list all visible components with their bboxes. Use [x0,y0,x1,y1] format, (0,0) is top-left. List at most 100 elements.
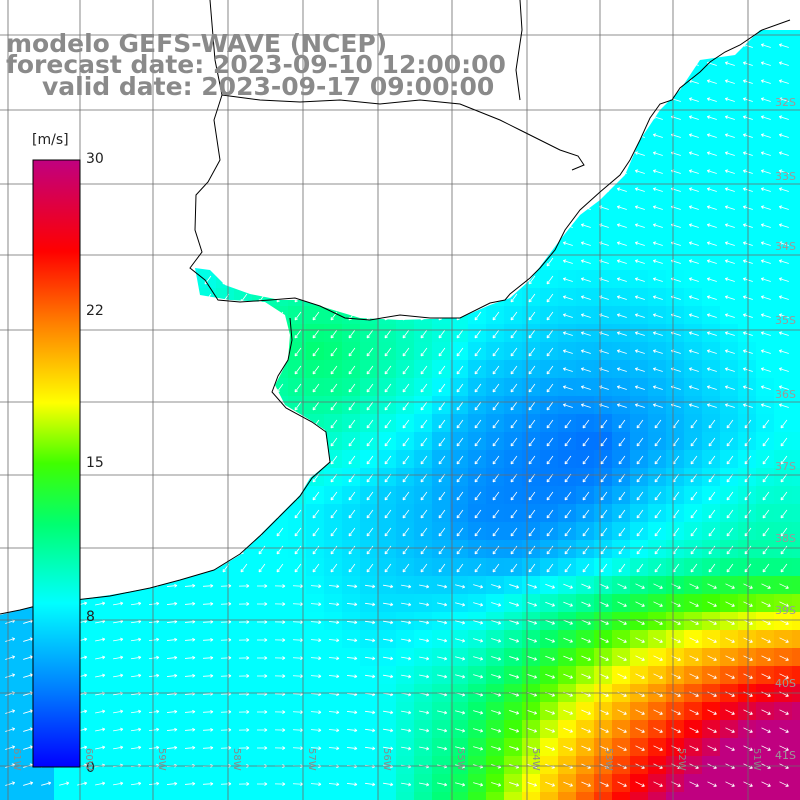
wind-cell [558,342,577,361]
wind-cell [666,252,685,271]
wind-cell [396,342,415,361]
wind-cell [720,360,739,379]
wind-cell [792,342,800,361]
wind-cell [360,324,379,343]
latitude-label: 35S [775,314,796,327]
wind-cell [792,252,800,271]
wind-cell [630,180,649,199]
wind-cell [792,288,800,307]
wind-cell [558,306,577,325]
wind-cell [684,108,703,127]
wind-cell [324,342,343,361]
wind-cell [702,144,721,163]
wind-cell [594,198,613,217]
wind-cell [792,216,800,235]
wind-cell [342,324,361,343]
wind-cell [198,270,217,289]
wind-cell [756,90,775,109]
wind-cell [612,270,631,289]
wind-cell [486,342,505,361]
wind-cell [756,198,775,217]
wind-cell [630,360,649,379]
wind-cell [774,360,793,379]
wind-cell [684,144,703,163]
wind-cell [702,342,721,361]
wind-cell [378,324,397,343]
wind-cell [666,216,685,235]
wind-cell [756,108,775,127]
wind-cell [558,288,577,307]
wind-cell [576,216,595,235]
wind-cell [720,72,739,91]
wind-cell [432,324,451,343]
wind-cell [288,324,307,343]
wind-cell [792,324,800,343]
wind-cell [540,306,559,325]
wind-cell [378,360,397,379]
longitude-label: 53W [603,748,614,771]
wind-cell [558,360,577,379]
wind-cell [774,252,793,271]
wind-cell [774,108,793,127]
wind-cell [630,162,649,181]
wind-cell [792,144,800,163]
wind-cell [738,90,757,109]
wind-cell [666,162,685,181]
wind-cell [648,342,667,361]
wind-cell [486,324,505,343]
wind-cell [468,342,487,361]
wind-cell [648,126,667,145]
wind-cell [774,54,793,73]
wind-cell [774,90,793,109]
wind-cell [612,306,631,325]
wind-cell [792,162,800,181]
latitude-label: 36S [775,388,796,401]
wind-cell [756,36,775,55]
wind-cell [756,162,775,181]
wind-cell [792,36,800,55]
wind-cell [720,216,739,235]
latitude-label: 38S [775,532,796,545]
wind-cell [288,342,307,361]
wind-cell [792,72,800,91]
wind-cell [540,360,559,379]
wind-cell [414,324,433,343]
wind-cell [612,288,631,307]
wind-cell [738,324,757,343]
wind-cell [756,342,775,361]
wind-cell [702,126,721,145]
wind-cell [720,306,739,325]
wind-cell [702,270,721,289]
wind-cell [360,360,379,379]
wind-cell [792,90,800,109]
wind-cell [702,324,721,343]
wind-cell [774,126,793,145]
wind-cell [504,342,523,361]
longitude-label: 57W [306,748,317,771]
wind-cell [720,162,739,181]
wind-cell [612,360,631,379]
wind-cell [738,360,757,379]
longitude-label: 54W [530,748,541,771]
wind-cell [594,360,613,379]
wind-cell [702,252,721,271]
wind-cell [720,54,739,73]
wind-cell [774,234,793,253]
wind-cell [756,144,775,163]
wind-cell [792,234,800,253]
wind-cell [738,234,757,253]
wind-cell [360,342,379,361]
wind-cell [792,54,800,73]
wind-cell [684,216,703,235]
wind-cell [648,360,667,379]
wind-cell [306,306,325,325]
wind-cell [576,342,595,361]
longitude-label: 56W [381,748,392,771]
colorbar [32,159,81,768]
wind-cell [630,270,649,289]
wind-cell [306,360,325,379]
wind-cell [702,180,721,199]
wind-cell [738,306,757,325]
wind-cell [630,252,649,271]
